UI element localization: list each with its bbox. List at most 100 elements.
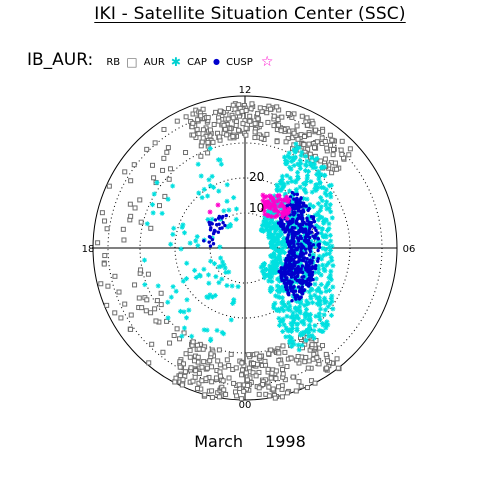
cap-point [221,262,227,268]
cap-point [314,295,320,301]
cap-point [150,202,156,208]
cap-point [206,177,212,183]
cap-point [275,241,281,247]
cusp-point [308,249,313,254]
cap-point [181,309,187,315]
cap-point [277,227,283,233]
cusp-point [288,202,292,207]
aur-point [172,379,178,385]
cusp-point [307,264,311,268]
aur-point [301,142,307,148]
cap-point [280,299,286,305]
cusp-point [294,260,298,265]
cap-point [210,294,216,300]
cap-point [290,326,296,332]
cap-point [316,176,322,182]
cap-point [290,338,296,344]
cap-point [159,210,165,216]
cusp-point [298,234,303,238]
cusp-point [293,289,298,293]
cap-point [228,317,234,323]
cusp-point [289,255,293,259]
aur-point [151,175,157,181]
cap-point [330,263,336,269]
cap-point [279,231,285,237]
aur-point [319,343,325,349]
aur-point [161,155,167,161]
aur-point [221,387,227,393]
cap-point [233,216,239,222]
aur-point [293,388,299,394]
cap-point [270,220,276,226]
cusp-point [294,269,298,274]
aur-point [306,141,312,147]
aur-point [270,386,276,392]
aur-point [260,382,266,388]
aur-point [322,139,328,145]
cap-point [326,205,332,211]
aur-point [149,341,155,347]
aur-point [127,201,133,207]
cap-point [298,319,304,325]
aur-point [256,385,262,391]
cap-point [296,145,302,151]
star-point [275,193,281,199]
cap-point [279,240,285,246]
aur-point [213,375,219,381]
aur-point [205,115,211,121]
aur-point [290,374,296,380]
aur-point [233,365,239,371]
aur-point [208,351,214,357]
cap-point [312,243,318,249]
aur-point [338,147,344,153]
cap-point [322,321,328,327]
cap-point [277,284,283,290]
cap-point [275,231,281,237]
cap-point [296,347,302,353]
aur-point [198,113,204,119]
aur-point [207,127,213,133]
aur-point [216,347,222,353]
cap-point [303,275,309,281]
cap-point [271,243,277,249]
cap-point [323,202,329,208]
aur-point [116,289,122,295]
cap-point [325,280,331,286]
cap-point [286,300,292,306]
mlt-label-left: 18 [82,244,95,255]
aur-point [183,351,189,357]
star-point [267,205,273,211]
cap-point [274,182,280,188]
cusp-point [303,239,307,243]
cap-point [304,196,310,202]
aur-point [180,361,186,367]
cap-point [272,221,278,227]
cap-point [204,327,210,333]
aur-point [153,318,159,324]
cap-point [304,312,310,318]
aur-point [160,349,166,355]
cap-point [308,286,314,292]
aur-point [209,394,215,400]
cusp-point [292,197,296,201]
cap-point [213,274,219,280]
cusp-point [294,297,298,301]
cap-point [297,162,303,168]
aur-point [118,315,124,321]
star-point [274,207,280,213]
cap-point [327,244,333,250]
aur-point [252,135,258,141]
star-point [272,214,278,220]
star-point [215,202,221,208]
cap-point [275,294,281,300]
cap-point [184,276,190,282]
cap-point [222,265,228,271]
cap-point [320,262,326,268]
cap-point [144,221,150,227]
cap-point [308,295,314,301]
cap-point [220,259,226,265]
cap-point [276,289,282,295]
cap-point [323,232,329,238]
cap-point [321,185,327,191]
ring-label-10: 10 [249,201,264,215]
